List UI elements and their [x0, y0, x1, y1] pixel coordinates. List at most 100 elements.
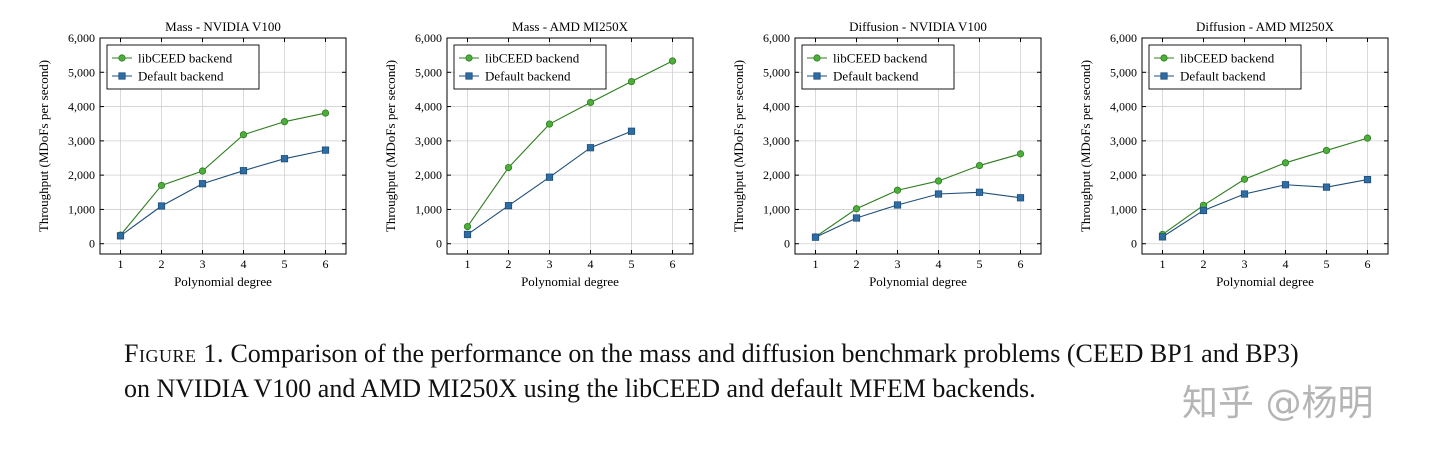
data-point-default: [1363, 175, 1372, 184]
data-point-libceed: [1322, 146, 1331, 155]
x-tick-label: 2: [1201, 257, 1207, 271]
series-line-libceed: [815, 153, 1021, 238]
data-point-default: [198, 180, 207, 188]
legend-label-libceed: libCEED backend: [1180, 51, 1275, 66]
data-point-default: [1158, 233, 1167, 241]
y-axis-label: Throughput (MDoFs per second): [731, 60, 746, 232]
y-axis-label: Throughput (MDoFs per second): [36, 60, 51, 232]
data-point-default: [1199, 206, 1208, 215]
legend-marker-libceed: [118, 54, 126, 62]
data-point-libceed: [321, 109, 330, 117]
series-line-libceed: [120, 112, 326, 236]
y-tick-label: 3,000: [68, 134, 95, 148]
legend-box: [801, 44, 955, 90]
data-point-default: [893, 201, 902, 209]
y-tick-label: 5,000: [415, 65, 442, 79]
data-point-default: [280, 155, 289, 163]
data-point-default: [1281, 181, 1290, 189]
caption-text: Comparison of the performance on the mas…: [124, 339, 1299, 403]
data-point-libceed: [627, 77, 636, 86]
y-tick-label: 1,000: [763, 202, 790, 216]
y-tick-label: 1,000: [68, 202, 95, 216]
data-point-default: [116, 232, 125, 240]
y-tick-label: 1,000: [1110, 202, 1137, 216]
series-line-default: [1162, 179, 1368, 238]
y-tick-label: 4,000: [415, 100, 442, 114]
data-point-default: [1240, 190, 1249, 198]
legend-label-default: Default backend: [833, 69, 919, 84]
data-point-libceed: [668, 57, 677, 65]
x-axis-label: Polynomial degree: [1216, 274, 1314, 289]
x-axis-label: Polynomial degree: [521, 274, 619, 289]
x-tick-label: 6: [323, 257, 329, 271]
watermark: 知乎 @杨明: [1182, 383, 1374, 424]
legend-marker-default: [118, 72, 126, 80]
y-tick-label: 1,000: [415, 202, 442, 216]
y-tick-label: 3,000: [1110, 134, 1137, 148]
legend-marker-default: [813, 72, 821, 80]
y-tick-label: 6,000: [1110, 31, 1137, 45]
chart-panel-4: 1 2 3 4 5 6 0 1,000 2,000 3,000 4,000 5,000 6,000 Dif…: [1078, 19, 1389, 289]
data-point-default: [1016, 194, 1025, 202]
y-tick-label: 0: [784, 237, 790, 251]
x-tick-label: 4: [1283, 257, 1289, 271]
y-tick-label: 2,000: [1110, 168, 1137, 182]
series-line-default: [815, 191, 1021, 238]
y-tick-label: 5,000: [763, 65, 790, 79]
data-point-libceed: [280, 118, 289, 126]
x-tick-label: 3: [895, 257, 901, 271]
data-point-libceed: [1240, 175, 1249, 183]
data-point-libceed: [852, 205, 861, 213]
data-point-default: [463, 230, 472, 239]
chart-panel-3: 1 2 3 4 5 6 0 1,000 2,000 3,000 4,000 5,000 6,000 Dif…: [731, 19, 1042, 289]
chart-title: Diffusion - NVIDIA V100: [849, 19, 987, 34]
legend-label-libceed: libCEED backend: [833, 51, 928, 66]
y-tick-label: 0: [436, 237, 442, 251]
x-tick-label: 2: [159, 257, 165, 271]
data-point-default: [627, 127, 636, 135]
y-tick-label: 3,000: [415, 134, 442, 148]
x-tick-label: 5: [977, 257, 983, 271]
plot-frame: [446, 37, 694, 255]
data-point-libceed: [198, 167, 207, 175]
x-tick-label: 2: [854, 257, 860, 271]
chart-title: Mass - NVIDIA V100: [165, 19, 281, 34]
y-tick-label: 2,000: [68, 168, 95, 182]
y-tick-label: 5,000: [1110, 65, 1137, 79]
x-axis-label: Polynomial degree: [174, 274, 272, 289]
legend: libCEED backend Default backend: [1148, 44, 1302, 90]
data-point-libceed: [975, 161, 984, 170]
y-tick-label: 5,000: [68, 65, 95, 79]
data-point-libceed: [1016, 150, 1025, 158]
data-point-default: [852, 214, 861, 222]
legend-marker-default: [1160, 72, 1168, 80]
plot-frame: [1141, 37, 1389, 255]
x-tick-label: 1: [813, 257, 819, 271]
y-tick-label: 3,000: [763, 134, 790, 148]
x-tick-label: 2: [506, 257, 512, 271]
y-tick-label: 2,000: [763, 168, 790, 182]
x-tick-label: 3: [1242, 257, 1248, 271]
legend-marker-libceed: [1160, 54, 1168, 62]
y-tick-label: 4,000: [1110, 100, 1137, 114]
chart-title: Diffusion - AMD MI250X: [1196, 19, 1335, 34]
data-point-libceed: [586, 98, 595, 107]
data-point-default: [934, 190, 943, 198]
data-point-libceed: [545, 120, 554, 128]
chart-panel-1: 1 2 3 4 5 6 0 1,000 2,000 3,000 4,000 5,000 6,000 Mas…: [36, 19, 347, 289]
x-tick-label: 1: [1160, 257, 1166, 271]
legend: libCEED backend Default backend: [453, 44, 607, 90]
data-point-libceed: [934, 177, 943, 185]
x-tick-label: 6: [1365, 257, 1371, 271]
data-point-default: [157, 202, 166, 210]
x-axis-label: Polynomial degree: [869, 274, 967, 289]
x-tick-label: 4: [936, 257, 942, 271]
data-point-default: [321, 146, 330, 154]
data-point-default: [811, 233, 820, 241]
legend-box: [106, 44, 260, 90]
y-tick-label: 2,000: [415, 168, 442, 182]
x-tick-label: 1: [118, 257, 124, 271]
y-tick-label: 6,000: [763, 31, 790, 45]
data-point-libceed: [1363, 134, 1372, 142]
x-tick-label: 5: [282, 257, 288, 271]
